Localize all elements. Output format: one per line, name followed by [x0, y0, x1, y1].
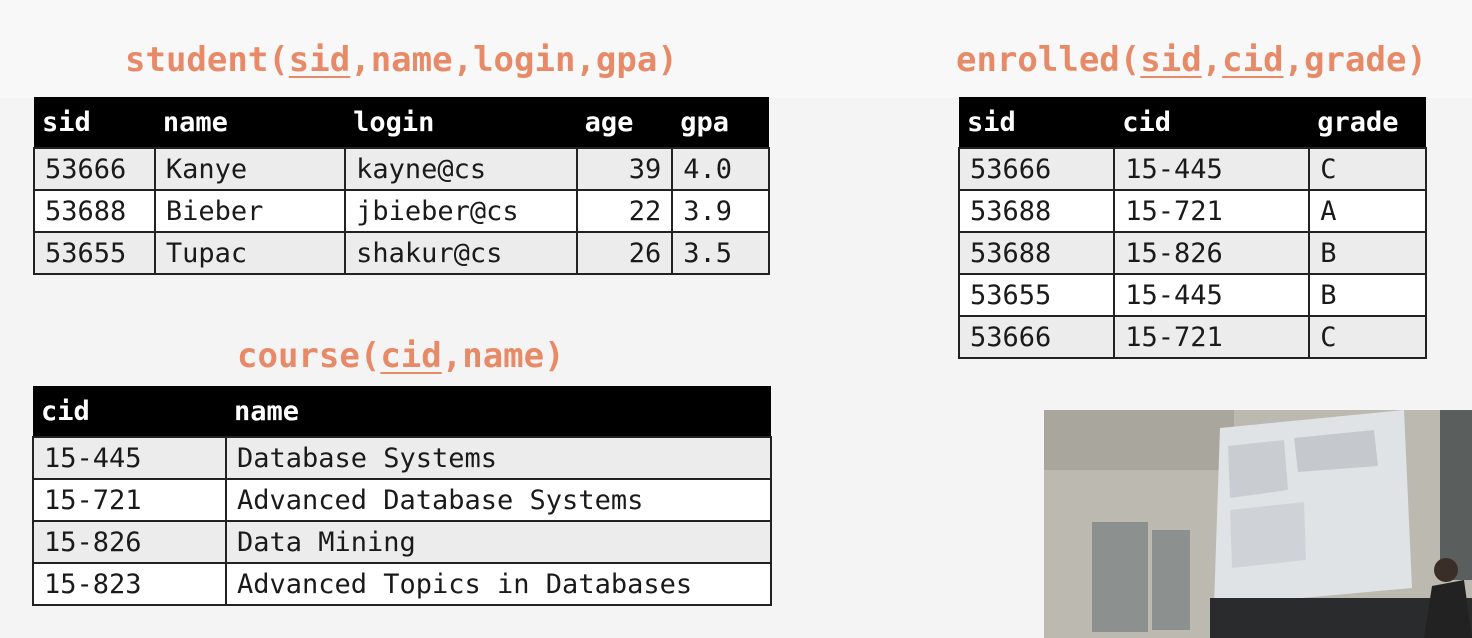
attribute: gpa [595, 40, 658, 80]
lecture-webcam-video [1044, 410, 1472, 638]
student-table: sid name login age gpa 53666 Kanye kayne@cs 39 4.… [33, 97, 770, 275]
column-header-gpa: gpa [672, 97, 769, 148]
table-cell: 3.9 [671, 189, 770, 233]
key-attribute: cid [1222, 40, 1284, 80]
table-row: 53688 15-721 A [957, 189, 1427, 233]
relation-name: course [237, 336, 360, 376]
table-cell: 53666 [957, 147, 1116, 191]
header-row: sid name login age gpa [34, 97, 769, 148]
table-cell: 15-721 [1113, 189, 1311, 233]
table-cell: B [1308, 273, 1427, 317]
table-cell: 15-826 [1113, 231, 1311, 275]
table-row: 53666 Kanye kayne@cs 39 4.0 [33, 147, 770, 191]
table-cell: 53666 [33, 147, 156, 191]
table-cell: Tupac [153, 231, 347, 275]
table-cell: Kanye [153, 147, 347, 191]
table-cell: 39 [575, 147, 674, 191]
table-cell: kayne@cs [344, 147, 578, 191]
column-header-name: name [225, 386, 771, 437]
attribute: login [473, 40, 576, 80]
table-row: 15-826 Data Mining [32, 520, 773, 564]
column-header-sid: sid [34, 97, 155, 148]
table-cell: 15-445 [1113, 147, 1311, 191]
table-row: 53688 Bieber jbieber@cs 22 3.9 [33, 189, 770, 233]
table-cell: 26 [575, 231, 674, 275]
table-cell: Bieber [153, 189, 347, 233]
table-cell: 15-721 [1113, 315, 1311, 359]
attribute: name [370, 40, 453, 80]
table-cell: 53655 [957, 273, 1116, 317]
column-header-sid: sid [959, 97, 1115, 148]
enrolled-table: sid cid grade 53666 15-445 C 53688 15-721 A 53688… [957, 97, 1427, 359]
table-cell: A [1308, 189, 1427, 233]
table-cell: jbieber@cs [344, 189, 578, 233]
relation-name: student [125, 40, 269, 80]
table-cell: C [1308, 147, 1427, 191]
table-cell: 53666 [957, 315, 1116, 359]
table-cell: 15-445 [32, 436, 227, 480]
table-cell: 15-445 [1113, 273, 1311, 317]
table-cell: 4.0 [671, 147, 770, 191]
table-cell: 15-823 [32, 562, 227, 606]
table-cell: Advanced Database Systems [224, 478, 773, 522]
attribute: grade [1304, 40, 1407, 80]
table-cell: Advanced Topics in Databases [224, 562, 773, 606]
enrolled-relation-title: enrolled(sid,cid,grade) [956, 40, 1427, 80]
table-cell: B [1308, 231, 1427, 275]
table-row: 15-721 Advanced Database Systems [32, 478, 773, 522]
table-row: 53666 15-445 C [957, 147, 1427, 191]
table-cell: 53688 [957, 189, 1116, 233]
table-row: 15-445 Database Systems [32, 436, 773, 480]
key-attribute: cid [380, 336, 442, 376]
header-row: sid cid grade [959, 97, 1426, 148]
column-header-login: login [345, 97, 577, 148]
table-cell: 15-721 [32, 478, 227, 522]
attribute: name [462, 336, 545, 376]
table-cell: 53688 [957, 231, 1116, 275]
column-header-age: age [576, 97, 673, 148]
column-header-cid: cid [33, 386, 226, 437]
course-relation-title: course(cid,name) [237, 336, 565, 376]
column-header-name: name [154, 97, 346, 148]
table-row: 53666 15-721 C [957, 315, 1427, 359]
table-cell: Database Systems [224, 436, 773, 480]
table-cell: Data Mining [224, 520, 773, 564]
table-cell: 3.5 [671, 231, 770, 275]
key-attribute: sid [1140, 40, 1202, 80]
table-row: 53655 Tupac shakur@cs 26 3.5 [33, 231, 770, 275]
table-row: 53688 15-826 B [957, 231, 1427, 275]
student-relation-title: student(sid,name,login,gpa) [125, 40, 678, 80]
course-table: cid name 15-445 Database Systems 15-721 Advan… [32, 386, 773, 606]
header-row: cid name [33, 386, 771, 437]
table-row: 53655 15-445 B [957, 273, 1427, 317]
column-header-cid: cid [1114, 97, 1310, 148]
relation-name: enrolled [956, 40, 1120, 80]
table-cell: shakur@cs [344, 231, 578, 275]
table-cell: 15-826 [32, 520, 227, 564]
title-band [0, 0, 1472, 98]
table-cell: C [1308, 315, 1427, 359]
table-cell: 22 [575, 189, 674, 233]
table-row: 15-823 Advanced Topics in Databases [32, 562, 773, 606]
key-attribute: sid [288, 40, 351, 80]
table-cell: 53655 [33, 231, 156, 275]
table-cell: 53688 [33, 189, 156, 233]
column-header-grade: grade [1309, 97, 1426, 148]
